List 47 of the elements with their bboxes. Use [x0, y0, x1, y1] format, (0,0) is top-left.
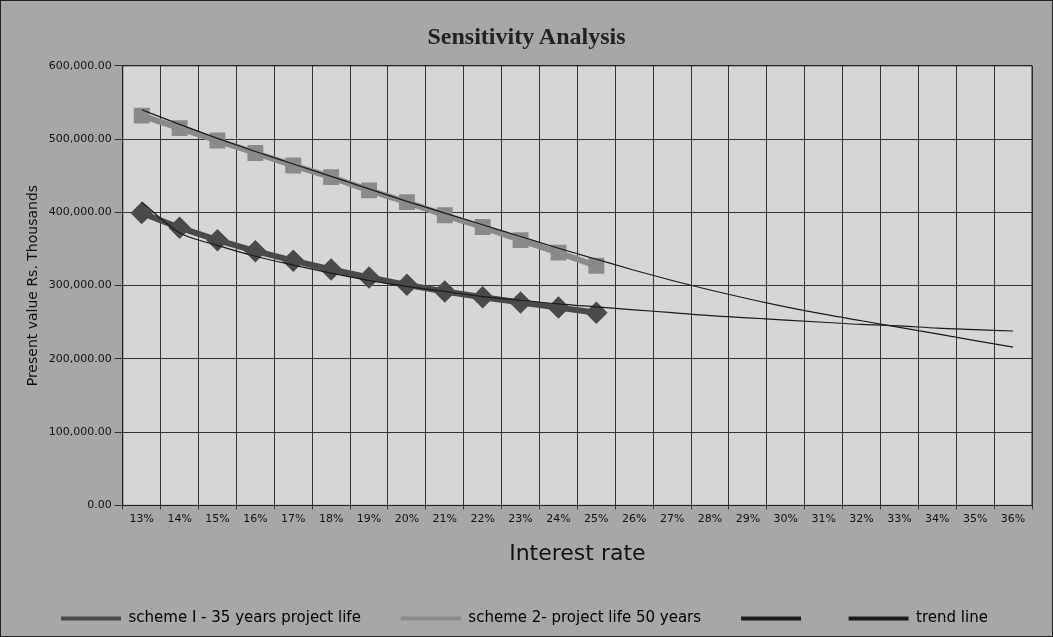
y-tick-label: 200,000.00 [48, 351, 112, 365]
x-tick-label: 35% [962, 511, 988, 525]
x-tick-label: 26% [621, 511, 647, 525]
x-tick-label: 16% [243, 511, 268, 525]
y-tick-label: 400,000.00 [48, 205, 112, 219]
x-tick-label: 30% [773, 511, 798, 525]
x-tick-label: 23% [508, 511, 533, 525]
y-tick-label: 100,000.00 [48, 424, 112, 438]
x-tick-label: 27% [659, 511, 685, 525]
y-tick-label: 300,000.00 [48, 278, 112, 292]
y-tick-label: 0.00 [87, 498, 112, 512]
x-tick-label: 28% [697, 511, 723, 525]
x-tick-label: 14% [167, 511, 192, 525]
x-tick-label: 19% [356, 511, 382, 525]
point [586, 302, 607, 323]
x-tick-label: 15% [205, 511, 230, 525]
legend-label: scheme 2- project life 50 years [468, 608, 702, 627]
point [588, 257, 605, 274]
x-tick-label: 24% [546, 511, 571, 525]
x-tick-label: 20% [394, 511, 420, 525]
x-tick-label: 34% [925, 511, 950, 525]
point [548, 297, 569, 318]
point [321, 259, 342, 280]
point [207, 230, 228, 251]
legend-label: scheme I - 35 years project life [128, 608, 361, 627]
x-tick-label: 33% [887, 511, 912, 525]
point [245, 241, 266, 262]
y-tick-label: 600,000.00 [48, 58, 112, 72]
point [550, 244, 567, 261]
y-axis-title: Present value Rs. Thousands [24, 184, 41, 387]
x-tick-label: 18% [318, 511, 344, 525]
x-tick-label: 32% [849, 511, 874, 525]
x-axis-title: Interest rate [509, 539, 646, 565]
x-tick-label: 22% [470, 511, 495, 525]
x-tick-label: 36% [1000, 511, 1026, 525]
point [131, 203, 152, 224]
x-tick-label: 25% [584, 511, 609, 525]
point [133, 107, 150, 124]
x-tick-label: 31% [811, 511, 836, 525]
legend-label: trend line [916, 608, 988, 627]
point [283, 250, 304, 271]
x-tick-label: 29% [735, 511, 761, 525]
x-tick-label: 13% [129, 511, 154, 525]
y-tick-label: 500,000.00 [48, 131, 112, 145]
x-tick-label: 17% [281, 511, 306, 525]
x-tick-label: 21% [432, 511, 458, 525]
chart-title: Sensitivity Analysis [427, 22, 626, 49]
